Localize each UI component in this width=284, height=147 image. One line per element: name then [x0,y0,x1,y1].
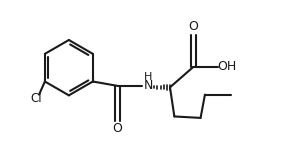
Text: H: H [144,72,152,82]
Text: N: N [143,79,153,92]
Text: OH: OH [217,60,236,74]
Text: O: O [188,20,198,33]
Text: O: O [113,122,122,135]
Text: Cl: Cl [30,92,42,106]
